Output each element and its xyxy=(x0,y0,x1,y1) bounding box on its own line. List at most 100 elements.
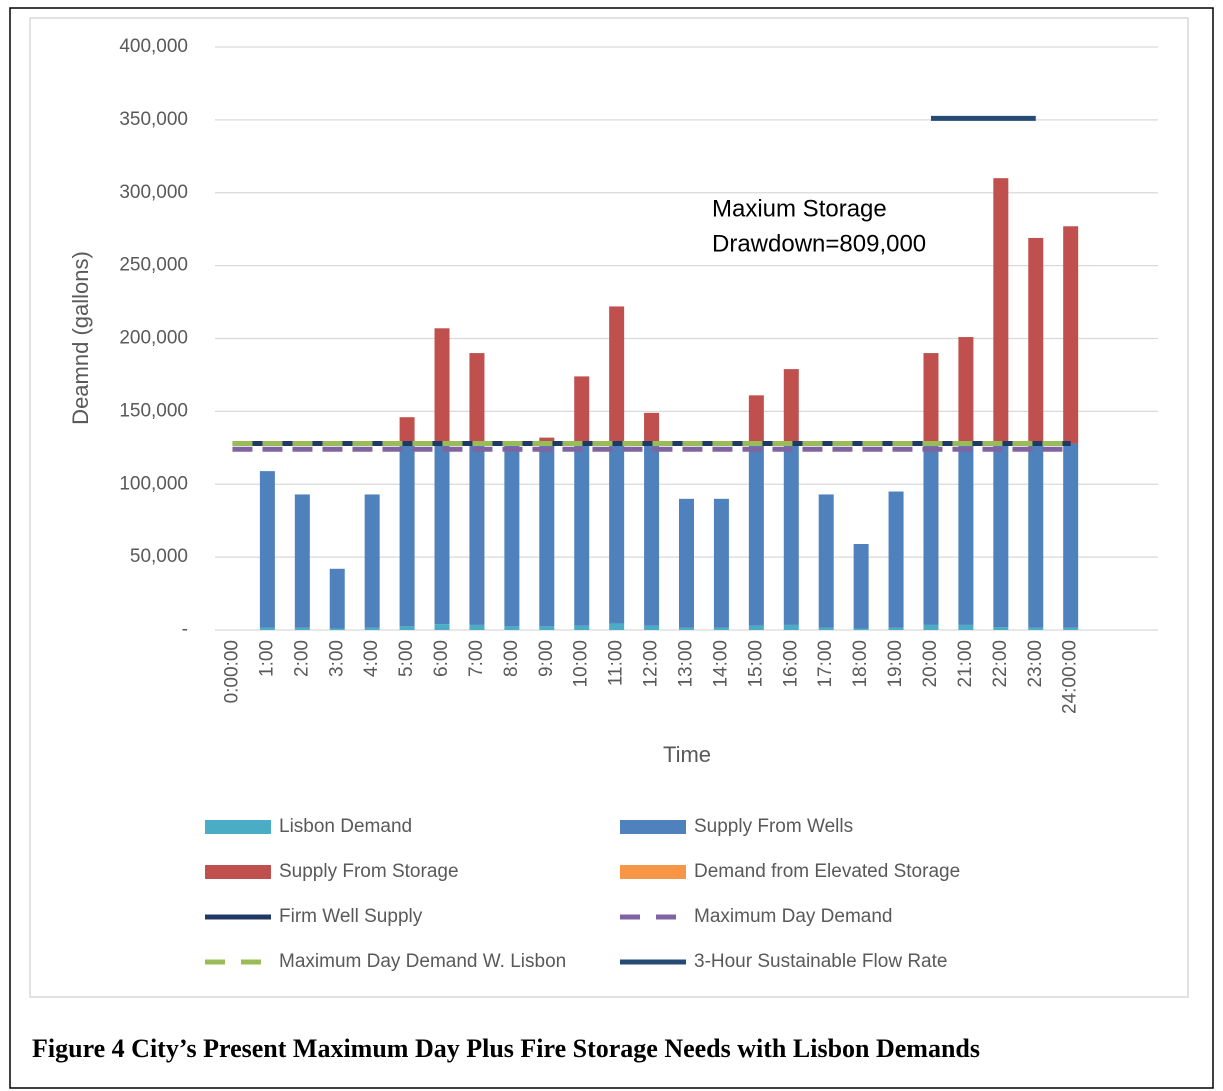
bar-segment xyxy=(504,443,520,627)
bar-segment xyxy=(679,627,694,630)
x-tick-label: 0:00:00 xyxy=(221,640,242,703)
y-tick-label: - xyxy=(182,619,188,640)
bar-segment xyxy=(399,626,415,630)
figure-border xyxy=(9,7,1214,1089)
bar-segment xyxy=(923,624,939,630)
bar-segment xyxy=(1063,627,1079,630)
bar-segment xyxy=(539,443,555,627)
bar-segment xyxy=(574,443,590,626)
bar-segment xyxy=(713,498,729,628)
legend-label: Maximum Day Demand W. Lisbon xyxy=(279,951,566,972)
y-tick-label: 50,000 xyxy=(130,546,188,567)
bar-segment xyxy=(783,624,799,630)
bar-segment xyxy=(1028,627,1044,630)
bar-segment xyxy=(609,443,625,624)
bar-segment xyxy=(783,443,799,625)
x-tick-label: 18:00 xyxy=(850,640,871,688)
y-tick-label: 150,000 xyxy=(119,400,188,421)
legend-label: Supply From Wells xyxy=(694,816,853,837)
legend-label: 3-Hour Sustainable Flow Rate xyxy=(694,951,947,972)
x-tick-label: 17:00 xyxy=(815,640,836,688)
x-tick-label: 23:00 xyxy=(1025,640,1046,688)
bar-segment xyxy=(748,395,764,444)
chart-border xyxy=(29,17,1189,998)
x-tick-label: 24:00:00 xyxy=(1060,640,1081,714)
bar-segment xyxy=(818,627,834,630)
bar-segment xyxy=(923,443,939,625)
y-tick-label: 200,000 xyxy=(119,328,188,349)
bar-segment xyxy=(853,628,869,630)
y-axis-title: Deamnd (gallons) xyxy=(68,251,93,425)
bar-segment xyxy=(329,568,345,629)
bar-segment xyxy=(748,625,764,630)
figure-caption: Figure 4 City’s Present Maximum Day Plus… xyxy=(32,1034,980,1063)
x-tick-label: 22:00 xyxy=(990,640,1011,688)
legend-swatch xyxy=(620,820,686,834)
bar-segment xyxy=(818,494,834,628)
bar-segment xyxy=(434,624,450,630)
bar-segment xyxy=(364,494,380,628)
bar-segment xyxy=(644,412,660,444)
x-tick-label: 5:00 xyxy=(396,640,417,677)
bar-segment xyxy=(923,353,939,444)
y-tick-label: 100,000 xyxy=(119,473,188,494)
x-tick-label: 15:00 xyxy=(745,640,766,688)
x-tick-label: 11:00 xyxy=(606,640,627,686)
y-tick-label: 350,000 xyxy=(119,109,188,130)
legend-label: Demand from Elevated Storage xyxy=(694,861,960,882)
legend-swatch xyxy=(205,865,271,879)
bar-segment xyxy=(469,443,485,625)
x-tick-label: 16:00 xyxy=(780,640,801,688)
y-tick-label: 250,000 xyxy=(119,255,188,276)
bar-segment xyxy=(993,627,1009,630)
bar-segment xyxy=(609,623,625,630)
bar-segment xyxy=(993,443,1009,628)
bar-segment xyxy=(888,627,904,630)
bar-segment xyxy=(853,544,869,629)
bar-segment xyxy=(644,443,660,626)
x-axis-title: Time xyxy=(663,742,711,767)
bar-segment xyxy=(1028,237,1044,444)
x-tick-label: 9:00 xyxy=(536,640,557,677)
bar-segment xyxy=(434,328,450,444)
legend-label: Maximum Day Demand xyxy=(694,906,893,927)
x-tick-label: 6:00 xyxy=(431,640,452,677)
bar-segment xyxy=(1063,226,1079,444)
x-tick-label: 10:00 xyxy=(571,640,592,688)
bar-segment xyxy=(958,337,974,444)
bar-segment xyxy=(574,376,590,444)
annotation: Drawdown=809,000 xyxy=(712,230,926,257)
bar-segment xyxy=(958,443,974,625)
bar-segment xyxy=(399,443,415,627)
bar-segment xyxy=(294,627,310,630)
bar-segment xyxy=(888,491,904,628)
bar-segment xyxy=(504,626,520,630)
x-tick-label: 1:00 xyxy=(256,640,277,677)
bar-segment xyxy=(713,627,729,630)
bar-segment xyxy=(539,437,555,444)
annotation: Maxium Storage xyxy=(712,195,887,222)
y-tick-label: 400,000 xyxy=(119,36,188,57)
legend-swatch xyxy=(205,820,271,834)
x-tick-label: 13:00 xyxy=(676,640,697,688)
x-tick-label: 12:00 xyxy=(641,640,662,688)
x-tick-label: 8:00 xyxy=(501,640,522,677)
x-tick-label: 19:00 xyxy=(885,640,906,688)
bar-segment xyxy=(364,627,380,630)
bar-segment xyxy=(539,626,555,630)
legend-swatch xyxy=(620,865,686,879)
bar-segment xyxy=(469,624,485,630)
bar-segment xyxy=(609,306,625,444)
bar-segment xyxy=(1063,443,1079,628)
bar-segment xyxy=(1028,443,1044,628)
legend-label: Lisbon Demand xyxy=(279,816,412,837)
bar-segment xyxy=(434,443,450,625)
bar-segment xyxy=(259,471,275,628)
bar-segment xyxy=(958,624,974,630)
x-tick-label: 21:00 xyxy=(955,640,976,688)
bar-segment xyxy=(259,627,275,630)
bar-segment xyxy=(399,417,415,444)
x-tick-label: 4:00 xyxy=(361,640,382,677)
x-tick-label: 20:00 xyxy=(920,640,941,688)
